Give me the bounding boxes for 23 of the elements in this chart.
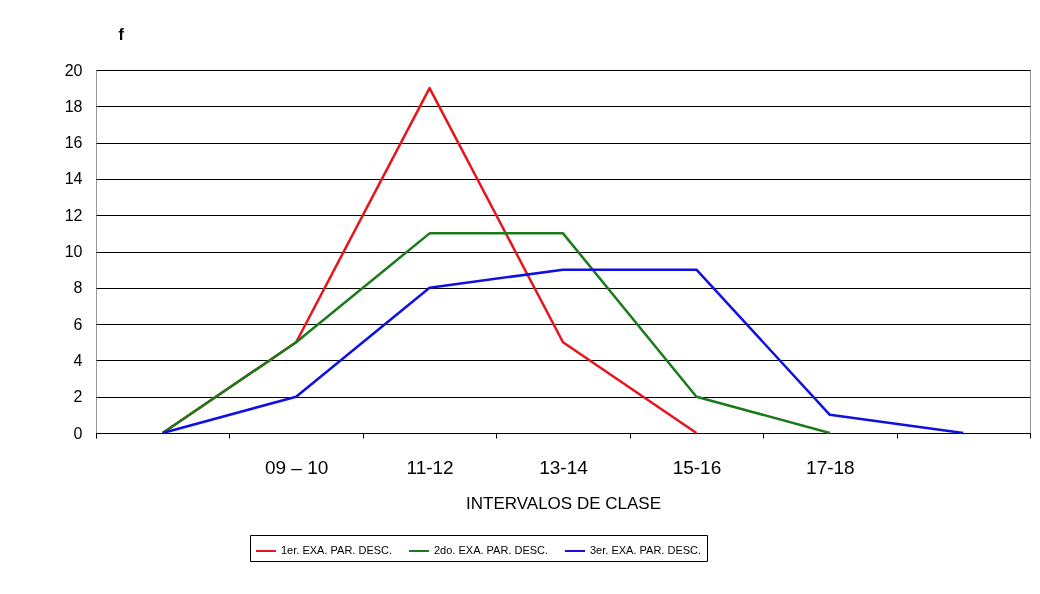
y-tick-label: 10	[64, 243, 83, 260]
y-tick-label: 12	[64, 206, 83, 224]
x-tick-label: 13-14	[539, 456, 589, 478]
x-axis-title: INTERVALOS DE CLASE	[466, 493, 661, 513]
y-tick-label: 16	[64, 134, 83, 152]
legend-label: 2do. EXA. PAR. DESC.	[434, 544, 549, 556]
x-tick-label: 17-18	[806, 456, 855, 478]
legend-label: 1er. EXA. PAR. DESC.	[281, 544, 393, 556]
y-tick-label: 0	[73, 424, 83, 442]
y-axis-title: f	[118, 25, 125, 43]
y-tick-label: 20	[64, 61, 83, 79]
line-series	[161, 268, 965, 435]
y-tick-label: 6	[73, 315, 83, 333]
legend-label: 3er. EXA. PAR. DESC.	[590, 544, 702, 556]
x-tick-label: 09 – 10	[264, 456, 329, 478]
x-tick-label: 11-12	[406, 456, 454, 478]
y-tick-label: 4	[73, 351, 83, 369]
y-tick-label: 8	[73, 279, 83, 297]
y-tick-label: 2	[73, 388, 83, 406]
x-tick-label: 15-16	[672, 456, 722, 478]
y-tick-label: 18	[64, 97, 83, 115]
line-series	[161, 232, 832, 435]
y-tick-label: 14	[64, 170, 83, 188]
